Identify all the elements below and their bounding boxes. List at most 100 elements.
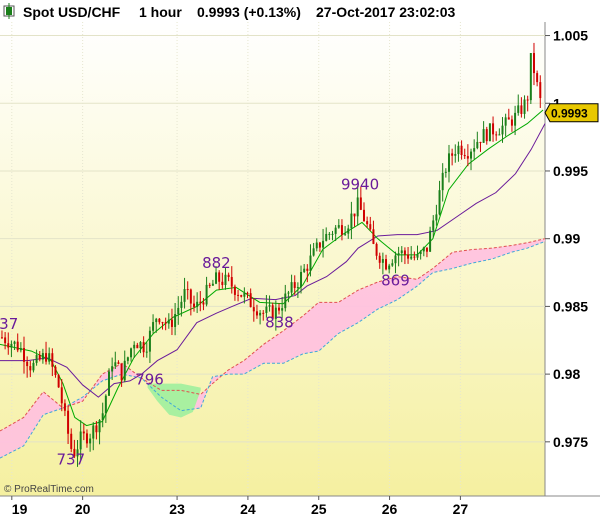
candle <box>120 363 123 387</box>
price-annotation: 869 <box>381 272 410 290</box>
candle <box>441 163 444 202</box>
candle-body <box>32 362 35 371</box>
candle-body <box>170 319 173 327</box>
candle-body <box>532 53 535 74</box>
candle-body <box>174 314 177 327</box>
candle <box>362 202 365 222</box>
candle <box>501 117 504 143</box>
candle-body <box>460 145 463 155</box>
candle <box>218 270 221 290</box>
candle <box>180 295 183 317</box>
candle-body <box>362 209 365 222</box>
candle <box>70 428 73 453</box>
candle <box>189 288 192 316</box>
y-tick-label: 0.98 <box>553 366 580 382</box>
candle <box>4 332 7 350</box>
candle-body <box>520 105 523 114</box>
candle-body <box>177 307 180 315</box>
candle-body <box>48 353 51 362</box>
candle-body <box>296 287 299 289</box>
candle-body <box>259 312 262 316</box>
candle <box>221 272 224 289</box>
candle-body <box>218 272 221 282</box>
candle <box>454 144 457 163</box>
candle-body <box>98 420 101 433</box>
candle-body <box>101 413 104 421</box>
candle <box>10 340 13 358</box>
x-tick-label: 19 <box>12 501 28 517</box>
candle <box>476 131 479 150</box>
candle <box>482 121 485 143</box>
candle-body <box>366 221 369 225</box>
y-tick-label: 0.975 <box>553 434 588 450</box>
candle <box>0 330 3 339</box>
candle-body <box>76 449 79 457</box>
candle-body <box>23 348 26 362</box>
candle <box>252 298 255 322</box>
price-annotations: 837 737 796 882 838 9940 869 <box>0 176 410 469</box>
candle <box>177 296 180 325</box>
candle-body <box>504 117 507 126</box>
candle <box>529 52 532 104</box>
candle <box>13 340 16 351</box>
candle <box>237 290 240 302</box>
candle <box>287 290 290 303</box>
candle <box>312 242 315 257</box>
candle-body <box>347 228 350 234</box>
candle-body <box>470 151 473 159</box>
candle <box>293 275 296 295</box>
candle <box>98 419 101 445</box>
candle <box>196 292 199 314</box>
candle-body <box>164 322 167 324</box>
candle-body <box>400 250 403 254</box>
candle-body <box>403 250 406 255</box>
candle-body <box>429 230 432 252</box>
candle-body <box>495 134 498 136</box>
ichimoku-cloud <box>0 238 546 459</box>
candle <box>45 341 48 365</box>
candle <box>108 368 110 397</box>
candle-body <box>148 330 151 352</box>
candle-body <box>45 353 48 362</box>
candle <box>504 113 507 137</box>
candle <box>89 433 92 452</box>
candle-body <box>130 348 133 358</box>
candle-body <box>498 134 501 136</box>
candle-body <box>290 282 293 293</box>
candle <box>492 116 495 142</box>
candle-body <box>350 213 353 229</box>
candle <box>274 300 277 331</box>
candle <box>82 423 85 441</box>
candle <box>498 128 501 136</box>
candle-body <box>85 433 88 444</box>
candle-body <box>369 224 372 230</box>
candle <box>510 115 513 132</box>
candle <box>438 180 441 216</box>
candle-body <box>4 337 7 344</box>
candle <box>356 187 359 226</box>
candle <box>85 429 88 448</box>
candle <box>281 296 284 319</box>
candle-body <box>70 433 73 449</box>
candle <box>318 241 321 252</box>
candle-body <box>359 197 362 210</box>
candle <box>435 204 438 226</box>
candle <box>123 350 126 383</box>
candle-body <box>186 289 189 291</box>
candle <box>407 247 410 264</box>
candle <box>539 75 542 108</box>
candle <box>268 295 271 312</box>
candle <box>211 279 214 286</box>
candle <box>309 244 312 277</box>
candle-body <box>117 362 120 364</box>
candle-body <box>419 251 422 255</box>
candle <box>369 216 372 232</box>
candle-body <box>501 125 504 135</box>
candle-body <box>306 268 309 271</box>
candle <box>202 297 205 311</box>
candle-body <box>438 190 441 215</box>
candle <box>230 266 233 294</box>
candle-body <box>271 305 274 319</box>
candle-body <box>328 233 331 235</box>
